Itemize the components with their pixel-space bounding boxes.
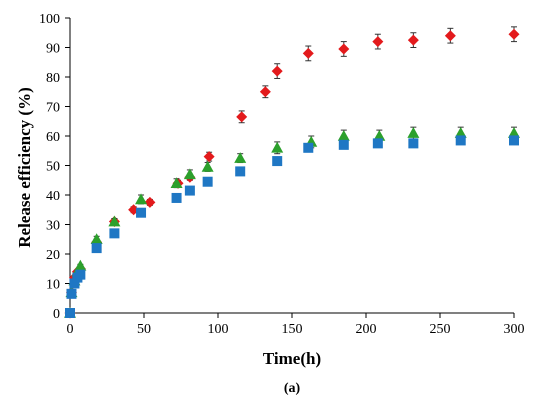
tick-group: 0 50 100 150 200 250 300 0 10 20 30 40 50 60 70 80 90 100 bbox=[39, 12, 525, 337]
y-tick-label: 30 bbox=[46, 219, 60, 234]
y-tick-label: 10 bbox=[46, 278, 60, 293]
square-point bbox=[184, 185, 195, 196]
series-triangle bbox=[64, 126, 520, 318]
y-tick-label: 0 bbox=[53, 307, 60, 322]
triangle-point bbox=[74, 259, 87, 271]
diamond-point bbox=[338, 43, 350, 55]
diamond-point bbox=[508, 28, 520, 40]
triangle-point bbox=[90, 233, 103, 245]
triangle-point bbox=[508, 127, 520, 138]
triangle-point bbox=[407, 127, 420, 138]
x-tick-label: 200 bbox=[356, 322, 377, 337]
diamond-point bbox=[302, 47, 314, 59]
diamond-point bbox=[203, 151, 215, 163]
diamond-point bbox=[444, 30, 456, 42]
diamond-point bbox=[236, 111, 248, 123]
square-point bbox=[91, 243, 102, 254]
diamond-point bbox=[259, 86, 271, 98]
triangle-point bbox=[373, 130, 386, 141]
square-point bbox=[455, 135, 466, 146]
diamond-point bbox=[372, 36, 384, 48]
square-point bbox=[171, 192, 182, 203]
y-axis-title: Release efficiency (%) bbox=[15, 87, 34, 247]
x-tick-label: 150 bbox=[282, 322, 303, 337]
triangle-point bbox=[271, 141, 284, 153]
y-tick-label: 100 bbox=[39, 12, 60, 27]
series-diamond bbox=[64, 26, 520, 319]
square-point bbox=[272, 156, 283, 167]
triangle-point bbox=[201, 160, 214, 172]
triangle-point bbox=[108, 215, 121, 227]
y-tick-label: 90 bbox=[46, 42, 60, 57]
square-point bbox=[303, 142, 314, 153]
series-square bbox=[65, 135, 519, 318]
y-tick-label: 70 bbox=[46, 101, 60, 116]
y-tick-label: 20 bbox=[46, 248, 60, 263]
square-point bbox=[338, 139, 349, 150]
x-tick-label: 100 bbox=[208, 322, 229, 337]
square-point bbox=[69, 278, 80, 289]
square-point bbox=[235, 166, 246, 177]
square-point bbox=[65, 308, 75, 318]
data-marks bbox=[64, 26, 520, 319]
y-tick-label: 50 bbox=[46, 160, 60, 175]
triangle-point bbox=[183, 168, 196, 180]
y-tick-label: 40 bbox=[46, 189, 60, 204]
diamond-point bbox=[144, 196, 156, 208]
square-point bbox=[136, 207, 147, 218]
diamond-point bbox=[407, 34, 419, 46]
x-tick-label: 250 bbox=[430, 322, 451, 337]
square-point bbox=[109, 228, 120, 239]
x-tick-label: 300 bbox=[504, 322, 525, 337]
x-tick-label: 50 bbox=[137, 322, 151, 337]
axes bbox=[69, 18, 514, 314]
panel-label: (a) bbox=[284, 381, 301, 396]
square-point bbox=[202, 176, 213, 187]
x-tick-label: 0 bbox=[67, 322, 74, 337]
x-axis-title: Time(h) bbox=[263, 349, 321, 368]
square-point bbox=[75, 269, 86, 280]
triangle-point bbox=[454, 127, 467, 138]
triangle-point bbox=[337, 130, 350, 141]
triangle-point bbox=[234, 152, 247, 163]
square-point bbox=[509, 135, 519, 146]
diamond-point bbox=[271, 65, 283, 77]
square-point bbox=[408, 138, 419, 149]
square-point bbox=[372, 138, 383, 149]
y-tick-label: 80 bbox=[46, 71, 60, 86]
y-tick-label: 60 bbox=[46, 130, 60, 145]
square-point bbox=[66, 288, 77, 299]
triangle-point bbox=[170, 177, 183, 188]
triangle-point bbox=[135, 193, 148, 205]
